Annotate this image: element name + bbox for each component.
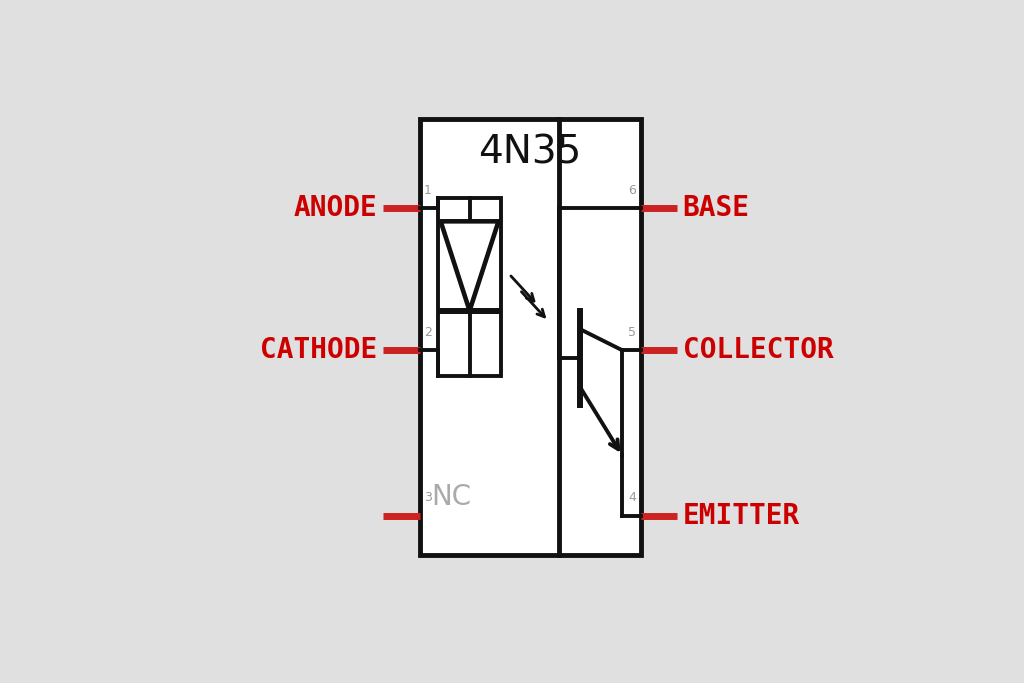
Text: 5: 5 [629,326,636,339]
Text: CATHODE: CATHODE [260,336,378,364]
Text: BASE: BASE [683,194,750,222]
Text: 4: 4 [629,491,636,504]
Text: ANODE: ANODE [294,194,378,222]
Bar [420,119,640,555]
Text: NC: NC [431,484,471,512]
Text: 1: 1 [424,184,432,197]
Text: 2: 2 [424,326,432,339]
Bar [438,197,501,376]
Text: 6: 6 [629,184,636,197]
Text: COLLECTOR: COLLECTOR [683,336,834,364]
Text: EMITTER: EMITTER [683,502,800,530]
Text: 3: 3 [424,491,432,504]
Text: 4N35: 4N35 [478,134,582,172]
